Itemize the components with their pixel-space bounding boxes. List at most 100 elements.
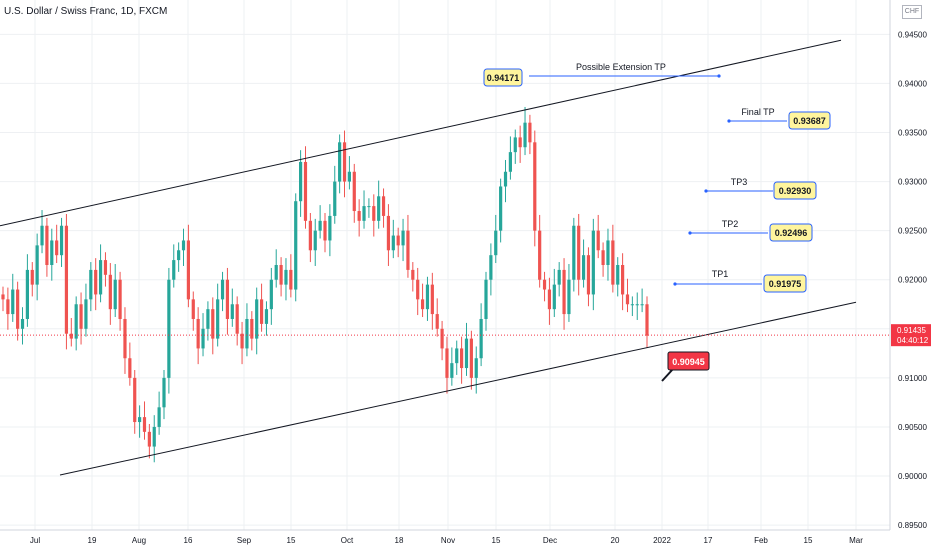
candle-body	[440, 328, 444, 349]
candle-body	[645, 304, 649, 336]
candle-body	[147, 431, 151, 447]
target-value-box	[769, 223, 813, 242]
candle-body	[562, 269, 566, 315]
candle-body	[20, 318, 25, 329]
x-tick-label: Jul	[30, 536, 40, 545]
target-value: 0.93687	[793, 116, 826, 126]
candle-body	[572, 225, 576, 280]
y-tick-label: 0.90500	[898, 423, 927, 432]
candle-body	[494, 230, 498, 256]
target-value-box	[788, 111, 831, 130]
candle-body	[250, 318, 254, 339]
candle-body	[591, 230, 595, 295]
y-tick-label: 0.91000	[898, 374, 927, 383]
candle-body	[113, 279, 117, 310]
candle-body	[201, 328, 205, 349]
candle-body	[69, 333, 73, 339]
candle-body	[425, 284, 430, 310]
y-tick-label: 0.90000	[898, 472, 927, 481]
candle-body	[577, 225, 581, 280]
candle-body	[279, 265, 283, 285]
candle-body	[616, 265, 620, 285]
target-dot	[717, 74, 721, 78]
candle-body	[606, 240, 610, 265]
candle-body	[538, 230, 542, 280]
candle-body	[225, 279, 230, 319]
candle-body	[274, 265, 278, 280]
low-value-box	[667, 351, 710, 371]
chart-title: U.S. Dollar / Swiss Franc, 1D, FXCM	[4, 6, 168, 17]
candle-body	[196, 318, 200, 349]
candle-body	[138, 417, 142, 423]
candle-body	[323, 220, 327, 241]
candle-body	[518, 137, 522, 148]
target-label: Possible Extension TP	[576, 62, 666, 72]
candle-body	[152, 426, 156, 447]
candle-body	[508, 152, 512, 172]
candle-body	[333, 181, 337, 216]
candle-body	[411, 269, 415, 280]
target-value-box	[483, 68, 523, 87]
candle-body	[11, 289, 15, 315]
candle-body	[381, 196, 386, 216]
candle-body	[528, 122, 532, 143]
candle-body	[377, 196, 381, 221]
candle-body	[362, 206, 366, 221]
low-pointer	[661, 368, 674, 382]
candle-body	[16, 289, 20, 329]
x-tick-label: 16	[184, 536, 193, 545]
candle-body	[455, 348, 459, 364]
candle-body	[611, 240, 615, 285]
y-tick-label: 0.93500	[898, 129, 927, 138]
candle-body	[367, 206, 371, 208]
target-dot	[673, 282, 677, 286]
candle-body	[542, 279, 547, 290]
candle-body	[220, 279, 225, 300]
y-tick-label: 0.92000	[898, 276, 927, 285]
candle-body	[474, 358, 478, 378]
candle-body	[162, 377, 166, 408]
candle-body	[523, 122, 527, 148]
candle-body	[167, 279, 171, 378]
candle-body	[567, 279, 571, 315]
y-tick-label: 0.94500	[898, 30, 927, 39]
candle-body	[235, 304, 239, 334]
candle-body	[581, 255, 586, 280]
target-dot	[704, 189, 708, 193]
candle-body	[460, 348, 464, 369]
candle-body	[328, 215, 332, 241]
x-tick-label: Feb	[754, 536, 768, 545]
target-value: 0.92930	[779, 186, 812, 196]
candle-body	[489, 255, 493, 280]
candle-body	[245, 318, 249, 349]
target-label: TP2	[722, 219, 739, 229]
candle-body	[445, 348, 449, 378]
candle-body	[430, 284, 434, 315]
candle-body	[50, 240, 54, 265]
candle-body	[621, 265, 625, 295]
candle-body	[469, 338, 473, 378]
candle-body	[552, 284, 556, 310]
y-tick-label: 0.92500	[898, 227, 927, 236]
candle-body	[133, 377, 137, 423]
candle-body	[74, 304, 78, 339]
x-tick-label: 18	[395, 536, 404, 545]
candle-body	[118, 279, 122, 319]
x-tick-label: 15	[492, 536, 501, 545]
target-value: 0.92496	[775, 228, 808, 238]
candle-body	[211, 309, 215, 339]
candle-body	[206, 309, 210, 329]
candle-body	[191, 299, 195, 319]
currency-badge[interactable]: CHF	[902, 5, 922, 19]
x-tick-label: 17	[704, 536, 713, 545]
candle-body	[294, 201, 298, 290]
channel-lower-line	[59, 301, 857, 476]
candle-body	[513, 137, 517, 153]
candle-body	[499, 186, 503, 231]
candle-body	[128, 358, 132, 378]
x-tick-label: 20	[611, 536, 620, 545]
candle-body	[640, 304, 644, 306]
candle-body	[181, 240, 186, 251]
